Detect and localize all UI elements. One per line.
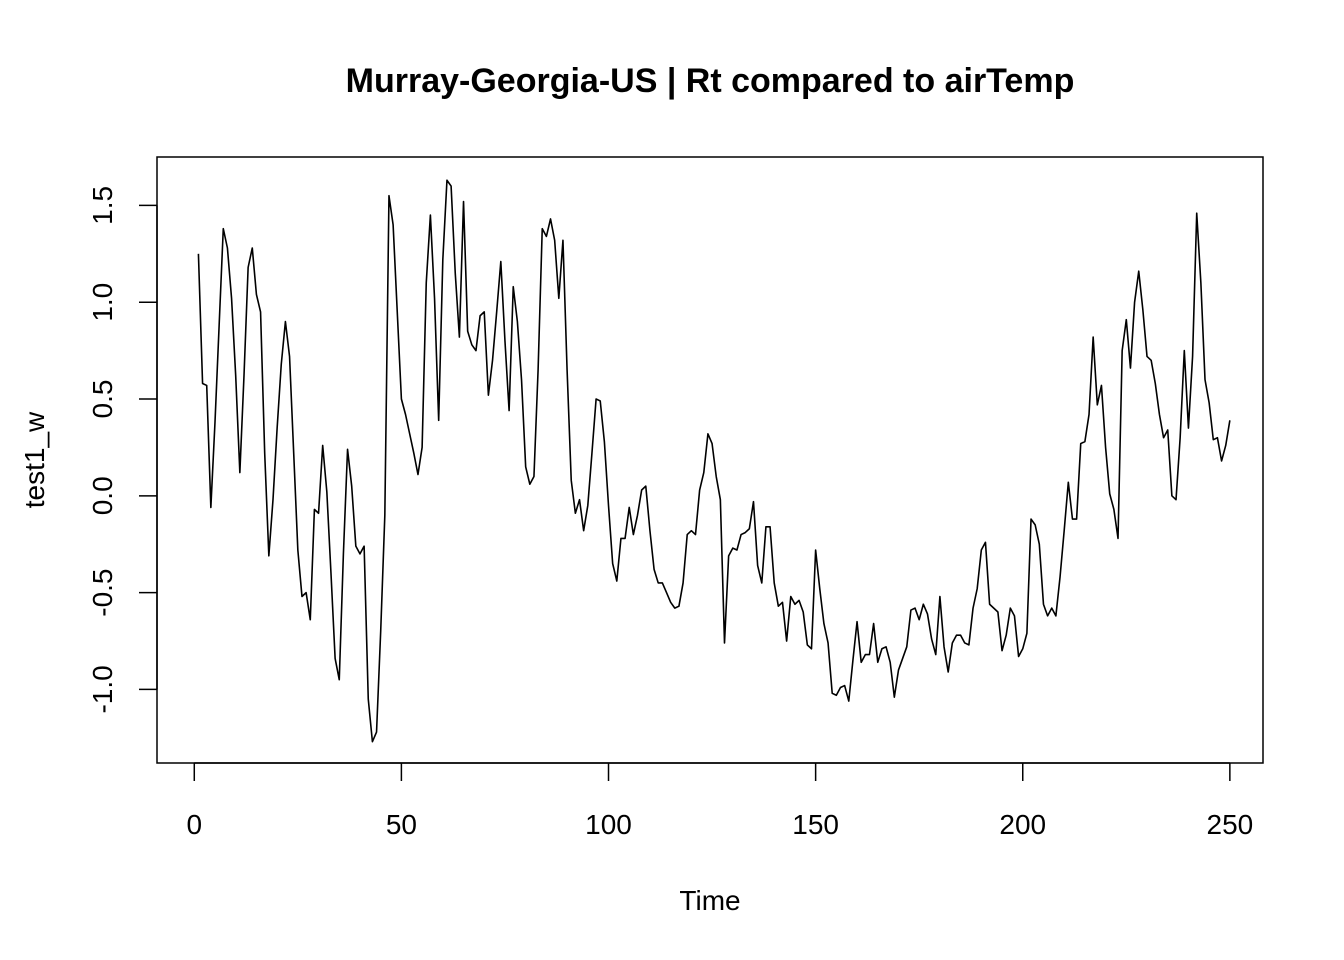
x-axis: 0 50 100 150 200 250 — [186, 762, 1254, 840]
y-axis-label: test1_w — [19, 411, 50, 508]
y-tick-label: 0.0 — [87, 476, 118, 515]
y-axis: -1.0 -0.5 0.0 0.5 1.0 1.5 — [87, 186, 158, 714]
x-tick-label: 250 — [1207, 809, 1254, 840]
x-tick-label: 50 — [386, 809, 417, 840]
series-line — [197, 179, 1231, 743]
x-tick-label: 200 — [999, 809, 1046, 840]
plot-frame — [156, 156, 1264, 764]
x-axis-label: Time — [679, 885, 740, 916]
y-tick-label: 0.5 — [87, 380, 118, 419]
y-tick-label: -0.5 — [87, 568, 118, 616]
x-tick-label: 0 — [186, 809, 202, 840]
x-tick-label: 150 — [792, 809, 839, 840]
chart-title: Murray-Georgia-US | Rt compared to airTe… — [346, 62, 1075, 100]
x-tick-label: 100 — [585, 809, 632, 840]
y-tick-label: 1.5 — [87, 186, 118, 225]
y-tick-label: -1.0 — [87, 665, 118, 713]
y-tick-label: 1.0 — [87, 283, 118, 322]
